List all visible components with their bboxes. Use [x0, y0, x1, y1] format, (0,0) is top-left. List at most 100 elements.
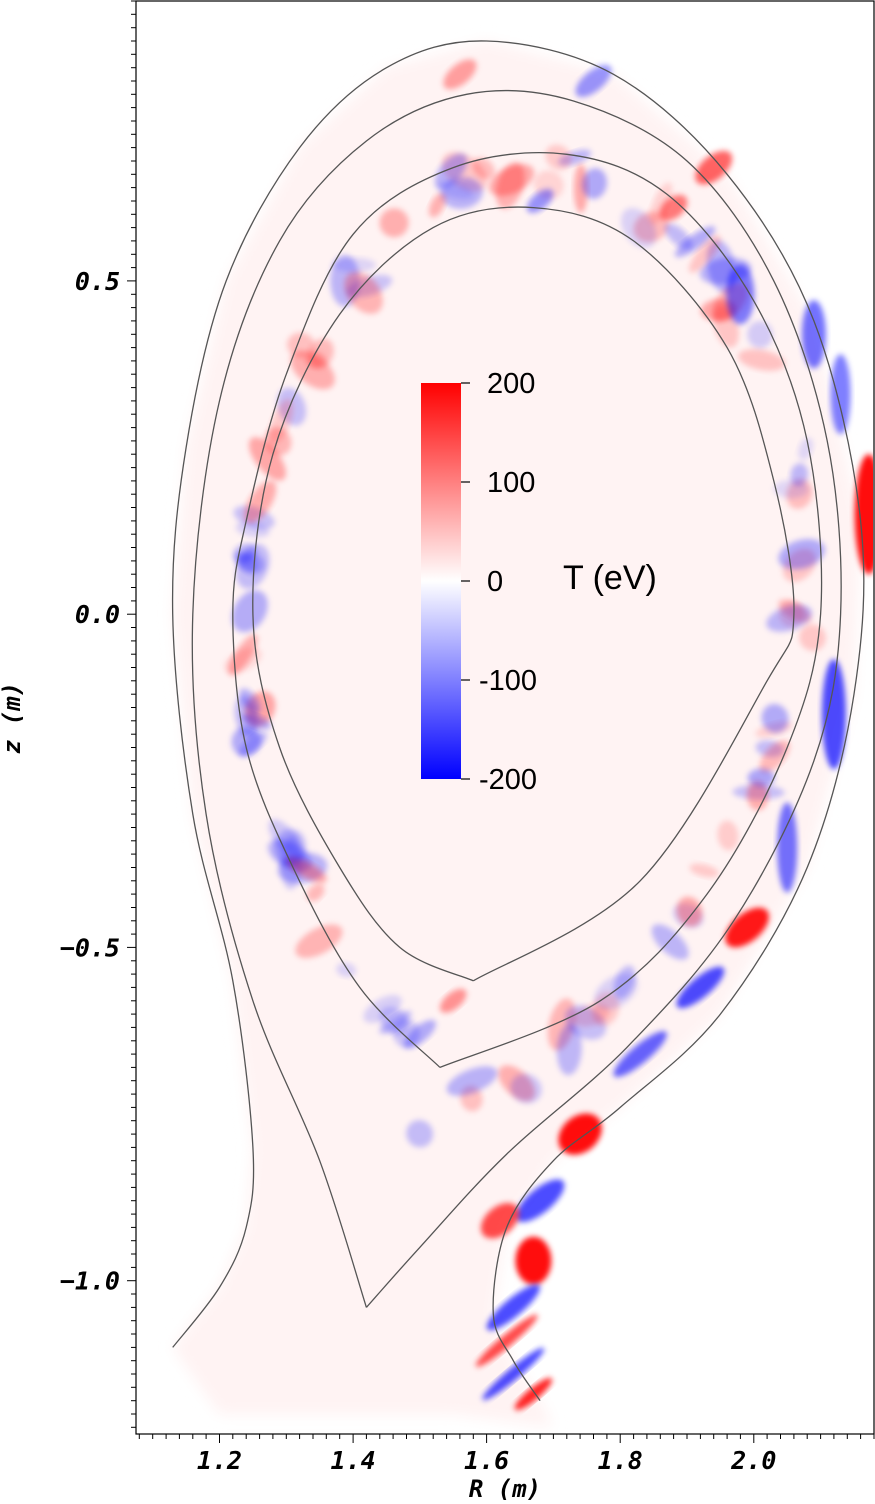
- fluctuation-blob: [436, 182, 474, 199]
- flux-surface-2-contour: [232, 152, 823, 1069]
- fluctuation-blob: [238, 732, 268, 757]
- fluctuation-blob: [379, 1006, 409, 1036]
- strong-fluctuation: [725, 907, 769, 948]
- strong-fluctuation: [443, 59, 477, 90]
- flux-contours: [171, 40, 865, 1402]
- fluctuation-blob: [689, 863, 719, 878]
- x-axis-label: R (m): [469, 1475, 541, 1503]
- fluctuation-blob: [274, 828, 307, 866]
- fluctuation-blob: [244, 480, 277, 523]
- strong-fluctuation: [482, 1347, 545, 1401]
- strong-fluctuation: [486, 1284, 540, 1331]
- fluctuation-blob: [306, 883, 325, 902]
- fluctuation-blob: [766, 604, 812, 632]
- y-axis: 0.5 0.0 −0.5 −1.0 z (m): [0, 0, 136, 1428]
- strong-fluctuation: [726, 264, 755, 325]
- x-tick-label: 1.8: [598, 1446, 643, 1475]
- colorbar-tick-label: -200: [479, 764, 537, 796]
- fluctuation-blob: [649, 182, 673, 225]
- fluctuation-blob: [688, 235, 721, 273]
- fluctuation-blob: [651, 924, 689, 960]
- colorbar-tick-label: 200: [487, 368, 535, 400]
- y-tick-label: −1.0: [60, 1267, 120, 1296]
- fluctuation-blob: [676, 896, 703, 927]
- colorbar-tick-label: 0: [487, 566, 503, 598]
- plot-area: [135, 0, 875, 1435]
- colorbar-gradient: [421, 383, 461, 779]
- fluctuation-blob: [664, 223, 693, 250]
- fluctuation-blob: [759, 740, 790, 773]
- fluctuation-blob: [747, 321, 773, 349]
- fluctuation-blob: [363, 995, 402, 1023]
- strong-fluctuation: [480, 1202, 520, 1239]
- fluctuation-blob: [269, 399, 293, 445]
- colorbar-title: T (eV): [563, 559, 657, 597]
- fluctuation-blob: [594, 973, 638, 1010]
- strong-fluctuation: [558, 1113, 602, 1155]
- x-axis: 1.2 1.4 1.6 1.8 2.0 R (m): [138, 1434, 875, 1503]
- colorbar-tick-label: -100: [479, 665, 537, 697]
- strong-fluctuation: [801, 300, 826, 369]
- strong-fluctuation: [676, 966, 725, 1009]
- y-tick-label: 0.0: [75, 600, 120, 629]
- fluctuation-blob: [556, 1024, 582, 1076]
- y-axis-tick-labels: 0.5 0.0 −0.5 −1.0: [60, 267, 120, 1296]
- fluctuation-blob: [761, 703, 789, 733]
- fluctuation-blob: [510, 1073, 542, 1104]
- fluctuation-blob: [344, 272, 383, 314]
- fluctuation-blob: [239, 688, 261, 715]
- fluctuation-blob: [489, 164, 535, 196]
- fluctuation-blob: [231, 590, 268, 633]
- fluctuation-blob: [235, 543, 270, 589]
- y-tick-label: −0.5: [60, 933, 120, 962]
- strong-fluctuation: [613, 1031, 667, 1078]
- strong-fluctuation: [821, 659, 846, 770]
- fluctuation-blob: [472, 157, 495, 180]
- fluctuation-blob: [295, 924, 343, 959]
- fluctuation-blob: [446, 1066, 498, 1096]
- strong-fluctuation: [439, 988, 467, 1013]
- fluctuation-blob: [582, 168, 607, 200]
- y-axis-ticks: [127, 0, 136, 1428]
- fluctuation-blob: [308, 338, 334, 369]
- x-tick-label: 1.6: [464, 1446, 509, 1475]
- flux-surface-1-contour: [252, 206, 795, 982]
- fluctuation-blob: [717, 820, 739, 851]
- fluctuation-blob: [674, 226, 716, 258]
- fluctuation-blob: [336, 962, 357, 978]
- fluctuation-blob: [406, 1120, 434, 1148]
- fluctuation-blob: [434, 153, 468, 189]
- fluctuation-blob: [379, 208, 409, 238]
- strong-fluctuation: [575, 64, 612, 98]
- fluctuation-blob: [242, 713, 271, 730]
- x-tick-label: 2.0: [730, 1446, 776, 1475]
- y-tick-label: 0.5: [75, 267, 120, 296]
- temperature-field: [172, 41, 873, 1428]
- fluctuation-blob: [287, 332, 315, 358]
- fluctuation-blob: [428, 193, 446, 218]
- outer-surface-contour: [171, 40, 865, 1402]
- strong-fluctuation: [515, 1236, 552, 1285]
- strong-fluctuation: [830, 354, 851, 435]
- strong-fluctuation: [659, 194, 688, 221]
- fluctuation-blob: [738, 349, 786, 371]
- x-axis-ticks: [138, 1434, 875, 1443]
- separatrix-contour: [191, 89, 842, 1308]
- x-tick-label: 1.4: [331, 1446, 376, 1475]
- fluctuation-blob: [545, 144, 572, 171]
- colorbar-tick-label: 100: [487, 467, 535, 499]
- y-axis-label: z (m): [0, 682, 26, 754]
- colorbar: 200 100 0 -100 -200 T (eV): [421, 368, 657, 796]
- strong-fluctuation: [514, 1377, 553, 1411]
- strong-fluctuation: [854, 454, 873, 575]
- fluctuation-blob: [747, 768, 775, 787]
- x-axis-tick-labels: 1.2 1.4 1.6 1.8 2.0: [197, 1446, 776, 1475]
- strong-fluctuation: [695, 150, 733, 185]
- colorbar-ticks: 200 100 0 -100 -200: [461, 368, 537, 796]
- strong-fluctuation: [475, 1314, 538, 1367]
- fluctuation-blob: [248, 437, 286, 481]
- fluctuation-blob: [773, 479, 809, 499]
- strong-fluctuation: [515, 1179, 565, 1223]
- strong-fluctuation: [777, 802, 798, 893]
